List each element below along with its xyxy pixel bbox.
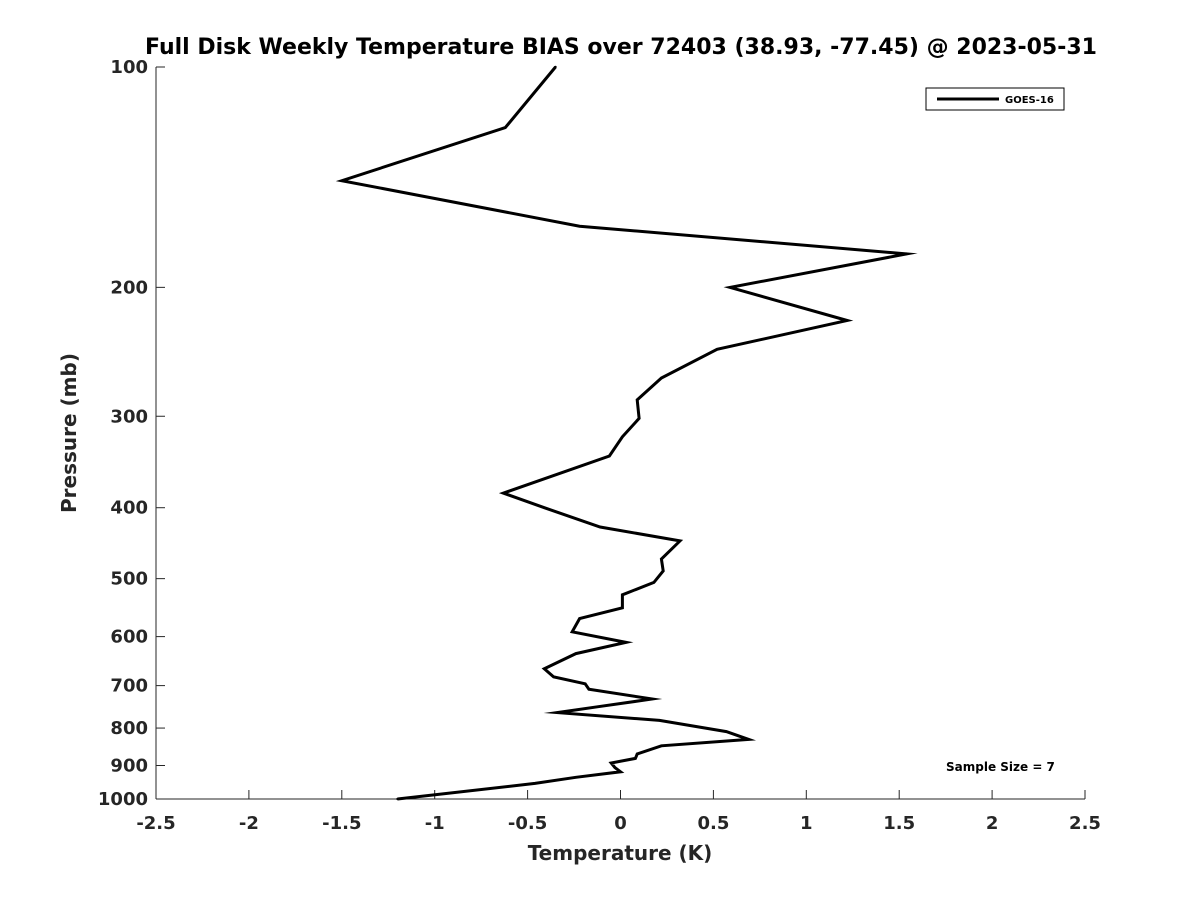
data-point (543, 667, 546, 670)
data-point (660, 557, 663, 561)
x-tick-label: 2 (986, 813, 999, 834)
data-point (636, 398, 639, 402)
y-tick-label: 400 (110, 498, 148, 519)
data-point (584, 682, 587, 685)
data-point (340, 179, 343, 182)
data-point (658, 719, 661, 722)
y-tick-label: 900 (110, 756, 148, 777)
x-tick-label: -1.5 (322, 813, 361, 834)
data-point (621, 606, 624, 609)
data-point (636, 752, 639, 756)
data-point (552, 675, 555, 679)
data-point (846, 319, 849, 322)
data-point (652, 581, 656, 584)
data-point (619, 770, 622, 773)
y-tick-label: 500 (110, 569, 148, 590)
data-point (728, 286, 732, 289)
data-point (504, 126, 507, 129)
legend: GOES-16 (925, 87, 1065, 111)
y-tick-label: 600 (110, 627, 148, 648)
x-tick-label: -1 (425, 813, 445, 834)
data-point (543, 506, 546, 509)
data-point (574, 776, 578, 779)
x-axis-label: Temperature (K) (528, 841, 713, 865)
x-tick-label: -2.5 (136, 813, 175, 834)
data-point (650, 697, 654, 701)
data-point (660, 376, 663, 380)
x-tick-label: -2 (239, 813, 259, 834)
data-point (624, 641, 628, 644)
series-layer (335, 65, 918, 801)
sample-size-annotation: Sample Size = 7 (946, 760, 1055, 774)
data-point (608, 454, 611, 458)
data-point (556, 711, 559, 714)
data-point (578, 617, 581, 620)
y-axis-label: Pressure (mb) (57, 353, 81, 513)
data-point (678, 539, 682, 543)
x-tick-label: 0 (614, 813, 627, 834)
data-point (725, 730, 728, 733)
data-point (598, 525, 602, 529)
data-point (533, 782, 537, 785)
y-tick-label: 200 (110, 277, 148, 298)
data-point (578, 225, 581, 228)
data-point (637, 417, 641, 420)
data-point (610, 761, 613, 765)
y-tick-label: 800 (110, 718, 148, 739)
data-point (621, 435, 624, 438)
data-point (571, 630, 574, 633)
data-point (747, 738, 750, 741)
data-point (634, 757, 637, 760)
y-tick-label: 700 (110, 676, 148, 697)
data-point (587, 688, 591, 691)
data-point (396, 797, 399, 801)
data-point (715, 348, 719, 351)
y-tick-label: 100 (110, 57, 148, 78)
data-point (554, 65, 557, 69)
x-ticks: -2.5 -2 -1.5 -1 -0.5 0 0.5 1 1.5 2 2.5 (136, 790, 1101, 834)
chart-title: Full Disk Weekly Temperature BIAS over 7… (145, 35, 1097, 60)
legend-entry-label: GOES-16 (1005, 95, 1054, 106)
x-tick-label: 1 (800, 813, 813, 834)
y-ticks: 100 200 300 400 500 600 700 800 900 1000 (98, 57, 165, 810)
data-point (905, 252, 908, 256)
x-tick-label: 0.5 (697, 813, 729, 834)
data-point (621, 593, 624, 596)
data-point (662, 569, 665, 573)
data-point (574, 652, 578, 655)
data-point (660, 744, 663, 747)
x-tick-label: 2.5 (1069, 813, 1101, 834)
y-tick-label: 300 (110, 406, 148, 427)
y-tick-label: 1000 (98, 789, 148, 810)
x-tick-label: -0.5 (508, 813, 547, 834)
data-point (613, 766, 617, 769)
data-point (502, 491, 505, 495)
data-point (597, 705, 600, 708)
x-tick-label: 1.5 (883, 813, 915, 834)
